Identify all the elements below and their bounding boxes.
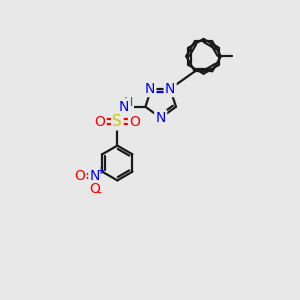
Text: N: N [165, 82, 175, 96]
Text: -: - [97, 187, 102, 201]
Text: N: N [145, 82, 155, 96]
Text: O: O [94, 115, 105, 128]
Text: O: O [89, 182, 100, 197]
Text: S: S [112, 114, 122, 129]
Text: O: O [75, 169, 86, 183]
Text: N: N [155, 111, 166, 125]
Text: N: N [119, 100, 129, 114]
Text: H: H [123, 96, 133, 109]
Text: O: O [129, 115, 140, 128]
Text: N: N [89, 169, 100, 183]
Text: +: + [95, 166, 104, 176]
